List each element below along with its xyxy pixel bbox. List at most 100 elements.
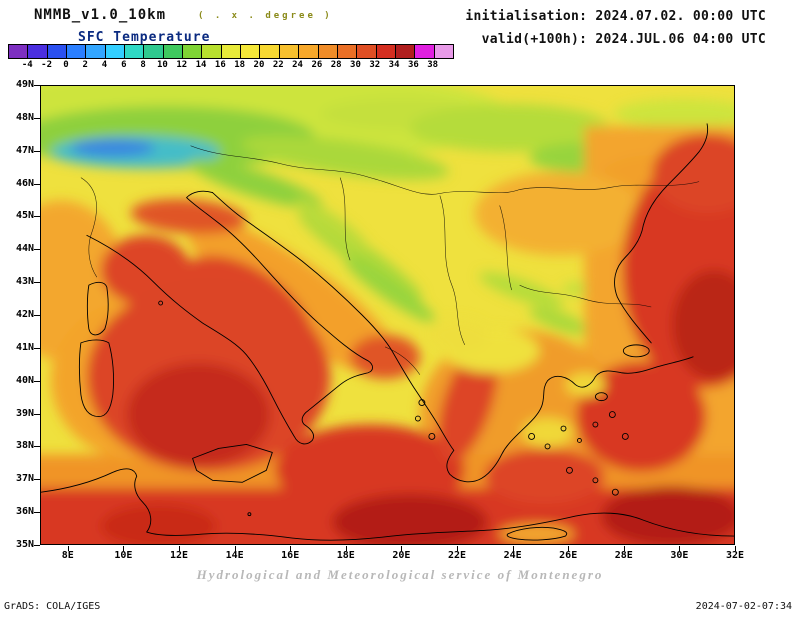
lat-axis-label: 40N xyxy=(15,374,34,386)
lon-axis-label: 12E xyxy=(169,550,189,561)
colorbar-segment xyxy=(357,45,377,58)
colorbar-tick-row: -4 -2 0 2 4 6 8 10 12 14 16 18 20 22 24 26 28 30 32 34 36 38 xyxy=(8,60,452,71)
lat-axis-label: 48N xyxy=(15,111,34,123)
lat-axis-label: 41N xyxy=(15,341,34,353)
lat-tick xyxy=(34,512,40,514)
forecast-times: initialisation: 2024.07.02. 00:00 UTC va… xyxy=(465,5,766,51)
lon-axis-label: 16E xyxy=(281,550,300,561)
colorbar-tick-label: 6 xyxy=(121,60,127,70)
colorbar-segment xyxy=(241,45,261,58)
colorbar-tick-label: 38 xyxy=(427,60,439,70)
colorbar-segment xyxy=(279,45,300,58)
lon-axis-label: 26E xyxy=(559,550,578,561)
service-credit: Hydrological and Meteorological service … xyxy=(196,567,604,582)
lon-tick xyxy=(290,546,292,551)
colorbar-tick-label: -4 xyxy=(21,60,33,70)
colorbar-segment xyxy=(144,45,164,58)
colorbar-segment xyxy=(260,45,280,58)
colorbar-segment xyxy=(67,45,87,58)
lon-axis-label: 24E xyxy=(503,550,522,561)
colorbar-segment xyxy=(28,45,48,58)
model-resolution-note: ( . x . degree ) xyxy=(198,11,333,21)
colorbar-segment xyxy=(47,45,68,58)
lat-tick xyxy=(34,85,40,86)
lat-tick xyxy=(34,545,40,546)
lat-axis-label: 43N xyxy=(15,276,34,288)
lon-tick xyxy=(179,546,180,551)
colorbar-segment xyxy=(202,45,222,58)
colorbar-segment xyxy=(434,45,453,58)
coastlines xyxy=(41,123,734,541)
lat-tick xyxy=(34,479,40,481)
colorbar-segment xyxy=(337,45,358,58)
variable-title: SFC Temperature xyxy=(78,30,211,45)
lat-tick xyxy=(34,249,40,251)
colorbar-tick-label: 28 xyxy=(330,60,342,70)
lat-axis-label: 46N xyxy=(15,177,34,189)
colorbar-tick-label: 18 xyxy=(234,60,246,70)
colorbar-tick-label: 32 xyxy=(369,60,381,70)
lon-tick xyxy=(234,546,236,551)
lon-axis-label: 14E xyxy=(225,550,244,561)
lon-tick xyxy=(123,546,125,551)
lon-tick xyxy=(401,546,403,551)
map-frame xyxy=(40,85,735,545)
colorbar-segment xyxy=(395,45,416,58)
colorbar-tick-label: 34 xyxy=(388,60,400,70)
lat-tick xyxy=(34,315,40,316)
lat-axis-label: 39N xyxy=(15,407,34,419)
lon-axis-label: 20E xyxy=(392,550,411,561)
lat-tick xyxy=(34,380,40,382)
colorbar-tick-label: 26 xyxy=(311,60,323,70)
lat-tick xyxy=(34,413,40,415)
lon-tick xyxy=(568,546,570,551)
lon-axis-label: 8E xyxy=(61,550,74,561)
lat-tick xyxy=(34,183,40,185)
colorbar-segment xyxy=(415,45,435,58)
lon-tick xyxy=(623,546,625,551)
lat-axis-label: 42N xyxy=(15,309,34,320)
temperature-map-svg xyxy=(41,86,734,544)
valid-time: valid(+100h): 2024.JUL.06 04:00 UTC xyxy=(481,32,766,47)
lon-axis-label: 30E xyxy=(670,550,689,561)
colorbar-tick-label: 20 xyxy=(253,60,265,70)
lat-axis-label: 37N xyxy=(15,473,34,485)
model-title: NMMB_v1.0_10km xyxy=(34,7,167,23)
lat-axis-label: 45N xyxy=(15,210,34,222)
colorbar-tick-label: 36 xyxy=(407,60,419,70)
colorbar-segment xyxy=(125,45,145,58)
lat-tick xyxy=(34,117,40,119)
colorbar-tick-label: 22 xyxy=(272,60,284,70)
lat-tick xyxy=(34,282,40,284)
colorbar-segment xyxy=(9,45,29,58)
lat-axis-label: 38N xyxy=(15,440,34,452)
colorbar-segment xyxy=(86,45,106,58)
colorbar-segment xyxy=(318,45,338,58)
colorbar-tick-label: 2 xyxy=(82,60,88,70)
colorbar-tick-label: 14 xyxy=(195,60,207,70)
creation-timestamp: 2024-07-02-07:34 xyxy=(695,601,792,612)
initialisation-time: initialisation: 2024.07.02. 00:00 UTC xyxy=(465,9,766,24)
colorbar-tick-label: 8 xyxy=(140,60,146,70)
colorbar-tick-label: 12 xyxy=(176,60,188,70)
lat-axis-label: 49N xyxy=(15,79,34,90)
grads-credit: GrADS: COLA/IGES xyxy=(4,601,101,612)
colorbar-tick-label: 0 xyxy=(63,60,69,70)
lon-axis-label: 32E xyxy=(725,550,745,561)
lon-axis-label: 28E xyxy=(614,550,633,561)
lat-tick xyxy=(34,150,40,152)
lon-tick xyxy=(735,546,736,551)
temperature-colorbar xyxy=(8,44,454,59)
colorbar-tick-label: 24 xyxy=(292,60,303,70)
lon-tick xyxy=(67,546,69,551)
colorbar-segment xyxy=(376,45,396,58)
colorbar-segment xyxy=(221,45,242,58)
lon-axis-label: 18E xyxy=(336,550,355,561)
colorbar-tick-label: 16 xyxy=(214,60,226,70)
lon-tick xyxy=(679,546,681,551)
lat-axis-label: 35N xyxy=(15,539,34,550)
lon-tick xyxy=(345,546,347,551)
lat-axis-label: 44N xyxy=(15,243,34,255)
colorbar-tick-label: 10 xyxy=(157,60,168,70)
